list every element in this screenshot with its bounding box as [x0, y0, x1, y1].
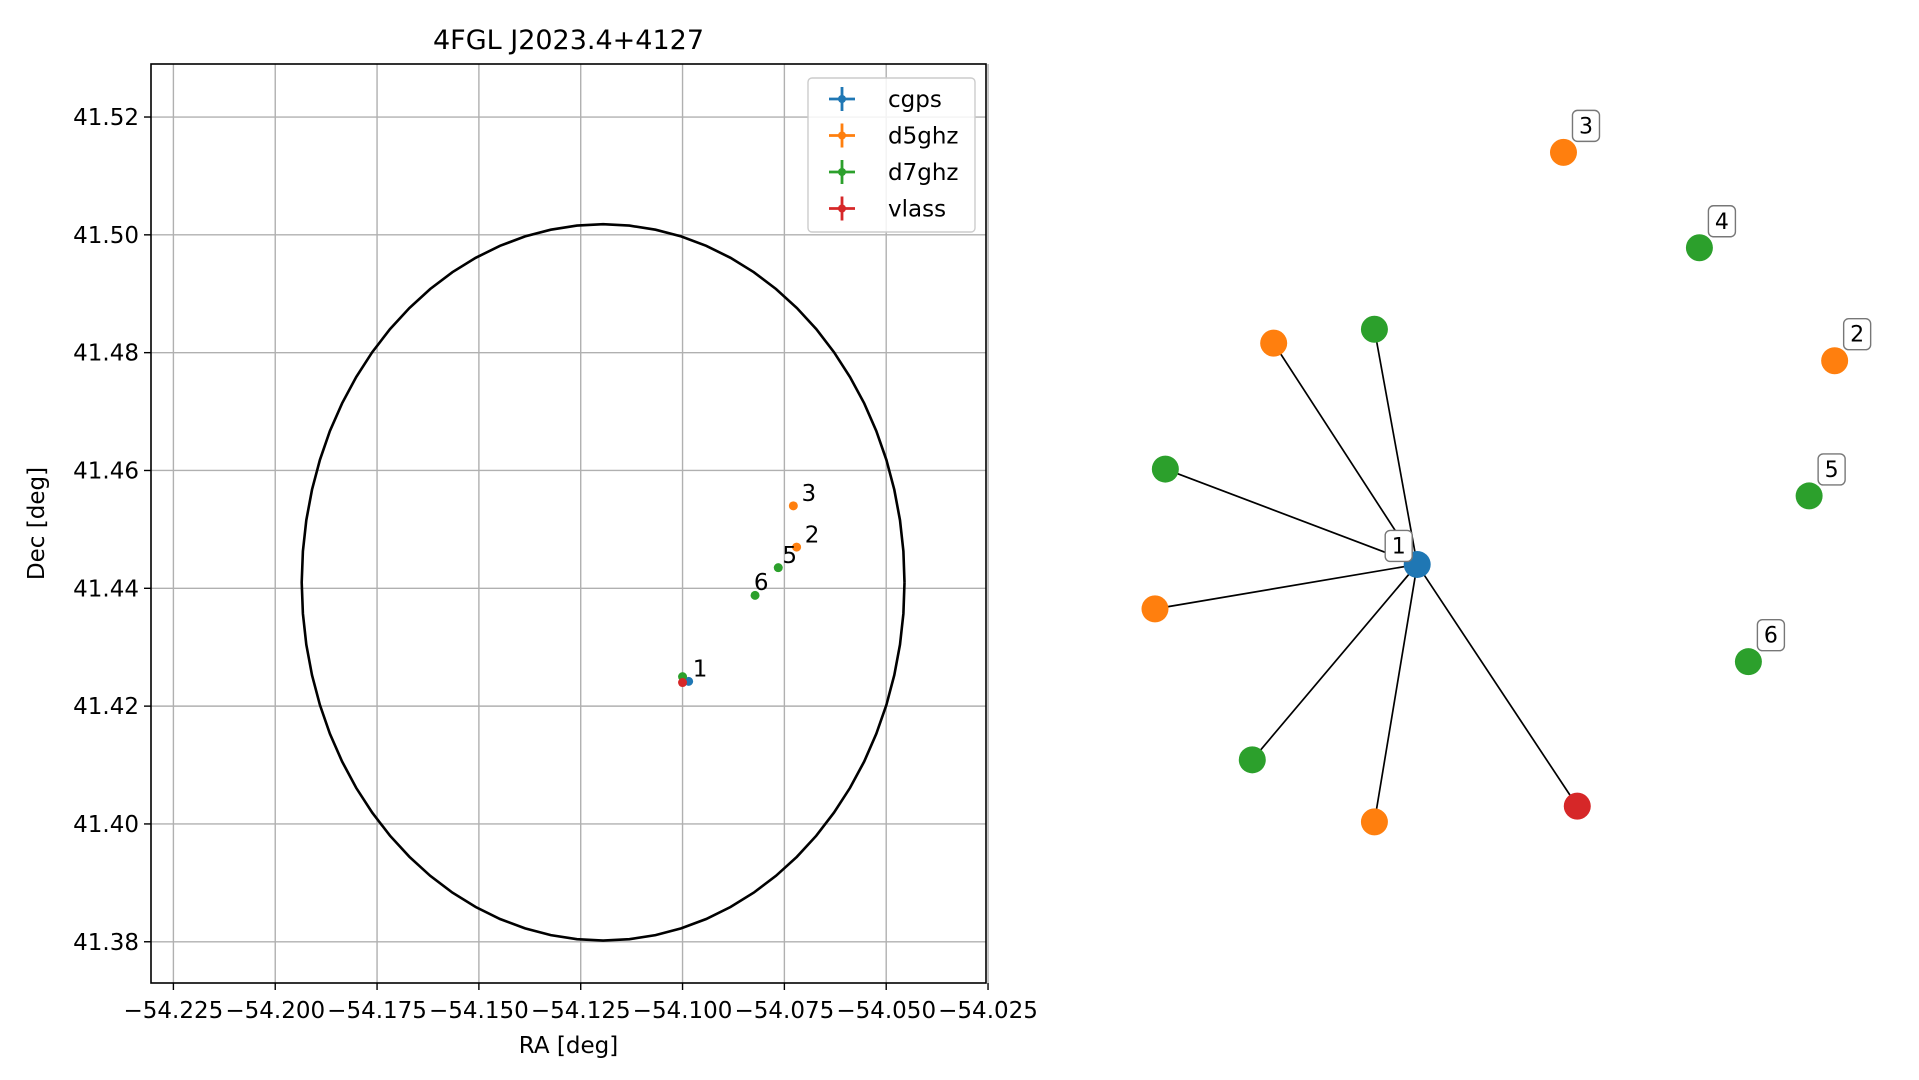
network-node [1563, 792, 1591, 820]
x-tick-label: −54.125 [531, 998, 631, 1024]
error-ellipse-path [300, 222, 906, 942]
point-label: 3 [801, 481, 816, 507]
network-node-label: 5 [1817, 453, 1846, 486]
node-label-box [1756, 618, 1786, 652]
legend-label: vlass [888, 197, 946, 223]
network-panel: 1 2 3 4 5 6 [1141, 109, 1872, 836]
y-tick-label: 41.46 [73, 458, 139, 484]
y-tick-label: 41.52 [73, 105, 139, 131]
network-node-label: 2 [1842, 318, 1872, 351]
network-nodes [1141, 138, 1849, 836]
point-d7ghz [750, 590, 760, 600]
point-vlass [678, 678, 688, 688]
node-label-box [1571, 109, 1601, 143]
legend-marker-dot [838, 95, 846, 103]
axis-ticks: −54.225 −54.200 −54.175 −54.150 −54.125 −54.1… [73, 105, 1038, 1024]
point-label: 6 [754, 570, 769, 596]
x-tick-label: −54.075 [735, 998, 835, 1024]
network-node [1685, 234, 1713, 262]
network-node [1151, 455, 1179, 483]
point-d5ghz [788, 501, 798, 511]
network-node [1795, 482, 1823, 510]
network-edges [1154, 329, 1578, 823]
node-label-text: 1 [1392, 534, 1406, 559]
point-d7ghz [773, 563, 783, 573]
x-axis-label: RA [deg] [519, 1033, 618, 1059]
node-label-text: 4 [1715, 210, 1729, 235]
y-axis-label: Dec [deg] [24, 467, 50, 580]
y-tick-label: 41.50 [73, 223, 139, 249]
network-node [1734, 648, 1762, 676]
node-label-box [1384, 529, 1413, 563]
network-node-label: 4 [1707, 205, 1737, 238]
node-label-box [1707, 205, 1737, 238]
point-label: 2 [805, 522, 820, 548]
data-points [678, 501, 802, 688]
x-tick-label: −54.050 [836, 998, 936, 1024]
legend-label: d5ghz [888, 124, 958, 150]
point-labels: 1 2 3 56 [693, 481, 820, 683]
network-node-label: 3 [1571, 109, 1601, 143]
network-node-labels: 1 2 3 4 5 6 [1384, 109, 1872, 652]
network-edge [1251, 563, 1418, 761]
scatter-panel: 1 2 3 56 −54.225 −54.200 −54.175 −54.150 −54.12… [24, 25, 1038, 1059]
grid [151, 64, 989, 983]
legend-box [807, 77, 976, 233]
network-node-label: 1 [1384, 529, 1413, 563]
y-tick-label: 41.40 [73, 812, 139, 838]
network-node [1549, 138, 1577, 166]
y-tick-label: 41.44 [73, 576, 139, 602]
legend-marker-dot [838, 168, 846, 176]
network-node [1141, 595, 1169, 623]
x-tick-label: −54.100 [633, 998, 733, 1024]
x-tick-label: −54.150 [429, 998, 529, 1024]
legend: cgps d5ghz d7ghz vlass [807, 77, 976, 233]
point-d5ghz [792, 542, 802, 552]
error-ellipse [300, 222, 906, 942]
chart-title: 4FGL J2023.4+4127 [433, 25, 704, 56]
network-node [1821, 347, 1849, 375]
point-label: 1 [693, 657, 708, 683]
node-label-text: 2 [1850, 323, 1864, 348]
y-tick-label: 41.42 [73, 694, 139, 720]
node-label-box [1842, 318, 1872, 351]
network-node-label: 6 [1756, 618, 1786, 652]
network-edge [1272, 342, 1418, 565]
node-label-text: 5 [1825, 458, 1839, 483]
network-node [1238, 746, 1266, 774]
y-tick-label: 41.38 [73, 930, 139, 956]
network-edge [1154, 563, 1418, 610]
plot-frame [150, 63, 987, 984]
legend-label: d7ghz [888, 160, 958, 186]
x-tick-label: −54.025 [938, 998, 1038, 1024]
network-node [1360, 808, 1388, 836]
node-label-text: 6 [1764, 624, 1778, 649]
node-label-box [1817, 453, 1846, 486]
network-edge [1416, 563, 1578, 807]
network-edge [1165, 468, 1418, 566]
network-node [1260, 329, 1288, 357]
network-node [1360, 315, 1388, 343]
legend-label: cgps [888, 87, 942, 113]
network-edge [1373, 329, 1419, 565]
point-label: 5 [782, 543, 797, 569]
y-tick-label: 41.48 [73, 341, 139, 367]
network-edge [1373, 564, 1419, 823]
x-tick-label: −54.200 [225, 998, 325, 1024]
node-label-text: 3 [1579, 114, 1593, 139]
legend-marker-dot [838, 131, 846, 140]
x-tick-label: −54.175 [327, 998, 427, 1024]
legend-marker-dot [838, 204, 846, 213]
x-tick-label: −54.225 [124, 998, 224, 1024]
